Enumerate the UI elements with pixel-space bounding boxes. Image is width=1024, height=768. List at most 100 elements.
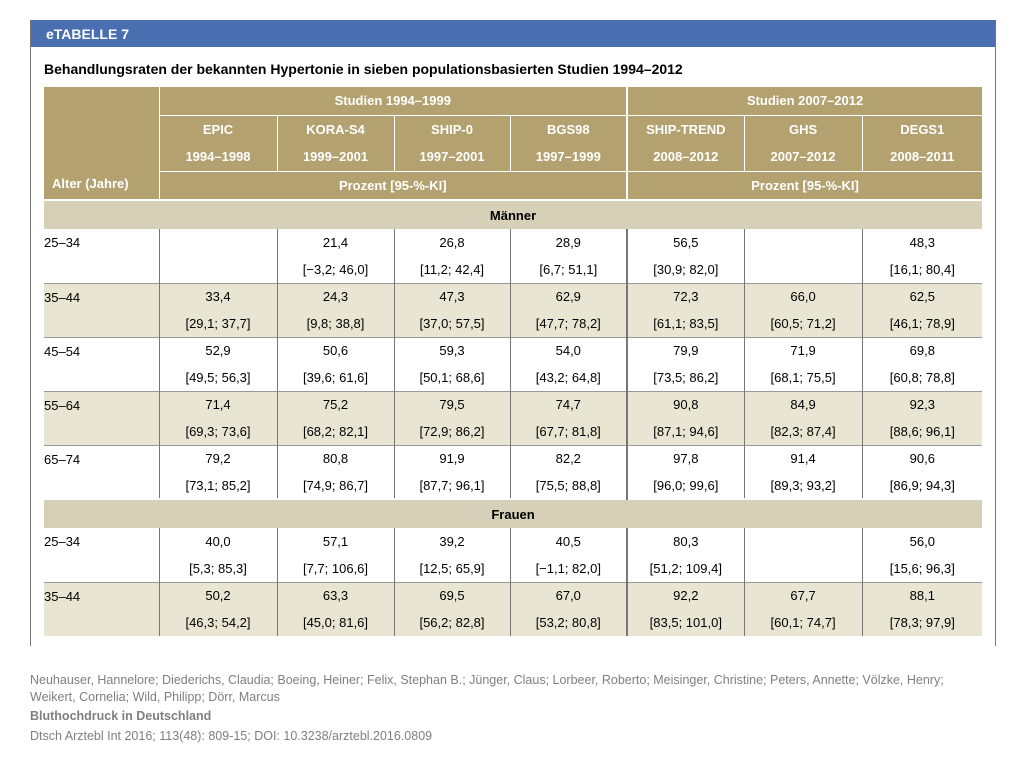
ci-cell: [29,1; 37,7] xyxy=(158,310,277,337)
ci-cell: [89,3; 93,2] xyxy=(743,472,863,499)
rate-cell: 50,2 xyxy=(158,581,277,609)
ci-cell: [73,1; 85,2] xyxy=(158,472,277,499)
study-name-header: DEGS1 xyxy=(861,114,983,143)
rate-cell: 80,8 xyxy=(276,444,394,472)
ci-cell: [11,2; 42,4] xyxy=(393,256,510,283)
rate-cell: 90,8 xyxy=(626,390,745,418)
rate-cell: 33,4 xyxy=(158,282,277,310)
ci-cell: [−3,2; 46,0] xyxy=(276,256,394,283)
study-name-row: EPIC KORA-S4 SHIP-0 BGS98 SHIP-TREND GHS DEGS1 xyxy=(44,114,983,143)
unit-header-2: Prozent [95-%-KI] xyxy=(626,170,983,200)
rate-cell: 28,9 xyxy=(509,229,628,256)
unit-header-1: Prozent [95-%-KI] xyxy=(158,170,628,200)
group-header-1994-1999: Studien 1994–1999 xyxy=(158,87,628,115)
rate-cell: 97,8 xyxy=(626,444,745,472)
ci-cell: [46,1; 78,9] xyxy=(861,310,983,337)
rate-cell: 54,0 xyxy=(509,336,628,364)
ci-cell: [88,6; 96,1] xyxy=(861,418,983,445)
rate-cell: 91,9 xyxy=(393,444,510,472)
age-group-cell: 35–44 xyxy=(44,581,159,636)
rate-cell: 72,3 xyxy=(626,282,745,310)
source-authors: Neuhauser, Hannelore; Diederichs, Claudi… xyxy=(30,673,944,704)
rate-cell: 26,8 xyxy=(393,229,510,256)
source-reference: Dtsch Arztebl Int 2016; 113(48): 809-15;… xyxy=(30,729,433,743)
rate-cell: 62,5 xyxy=(861,282,983,310)
age-group-cell: 55–64 xyxy=(44,390,159,445)
rate-cell: 84,9 xyxy=(743,390,863,418)
rate-cell: 69,5 xyxy=(393,581,510,609)
table-body: Männer 25–34 21,4 26,8 28,9 56,5 48,3 [−3,2; 46… xyxy=(44,199,983,636)
rate-cell: 50,6 xyxy=(276,336,394,364)
study-years-header: 1997–1999 xyxy=(509,143,628,171)
table-row-ci: [−3,2; 46,0] [11,2; 42,4] [6,7; 51,1] [30,9… xyxy=(44,256,983,283)
age-group-cell: 65–74 xyxy=(44,444,159,499)
rate-cell: 56,5 xyxy=(626,229,745,256)
rate-cell: 21,4 xyxy=(276,229,394,256)
table-title: Behandlungsraten der bekannten Hypertoni… xyxy=(44,61,683,77)
rate-cell: 74,7 xyxy=(509,390,628,418)
ci-cell: [69,3; 73,6] xyxy=(158,418,277,445)
group-header-2007-2012: Studien 2007–2012 xyxy=(626,87,983,115)
rate-cell: 24,3 xyxy=(276,282,394,310)
table-row-ci: [73,1; 85,2] [74,9; 86,7] [87,7; 96,1] [75,… xyxy=(44,472,983,499)
study-name-header: EPIC xyxy=(158,114,277,143)
study-years-header: 2007–2012 xyxy=(743,143,863,171)
rate-cell: 40,0 xyxy=(158,528,277,555)
study-name-header: SHIP-TREND xyxy=(626,114,745,143)
rate-cell: 90,6 xyxy=(861,444,983,472)
section-label: Frauen xyxy=(44,498,983,528)
rate-cell: 59,3 xyxy=(393,336,510,364)
section-row: Männer xyxy=(44,199,983,229)
ci-cell: [78,3; 97,9] xyxy=(861,609,983,636)
rate-cell: 92,3 xyxy=(861,390,983,418)
table-row: 25–34 40,0 57,1 39,2 40,5 80,3 56,0 xyxy=(44,528,983,582)
study-name-header: KORA-S4 xyxy=(276,114,394,143)
rate-cell: 75,2 xyxy=(276,390,394,418)
study-years-header: 1999–2001 xyxy=(276,143,394,171)
study-years-header: 2008–2012 xyxy=(626,143,745,171)
study-years-header: 1997–2001 xyxy=(393,143,510,171)
ci-cell: [82,3; 87,4] xyxy=(743,418,863,445)
rate-cell: 62,9 xyxy=(509,282,628,310)
age-column-header: Alter (Jahre) xyxy=(44,87,159,200)
rate-cell: 63,3 xyxy=(276,581,394,609)
ci-cell: [56,2; 82,8] xyxy=(393,609,510,636)
ci-cell: [96,0; 99,6] xyxy=(626,472,745,499)
rate-cell: 66,0 xyxy=(743,282,863,310)
ci-cell: [53,2; 80,8] xyxy=(509,609,628,636)
rate-cell: 82,2 xyxy=(509,444,628,472)
age-group-cell: 25–34 xyxy=(44,528,159,582)
rate-cell: 92,2 xyxy=(626,581,745,609)
rate-cell: 56,0 xyxy=(861,528,983,555)
rate-cell: 52,9 xyxy=(158,336,277,364)
ci-cell: [45,0; 81,6] xyxy=(276,609,394,636)
table-row: 65–74 79,2 80,8 91,9 82,2 97,8 91,4 90,6 xyxy=(44,444,983,499)
rate-cell: 39,2 xyxy=(393,528,510,555)
rate-cell: 79,5 xyxy=(393,390,510,418)
study-name-header: BGS98 xyxy=(509,114,628,143)
ci-cell: [73,5; 86,2] xyxy=(626,364,745,391)
ci-cell: [75,5; 88,8] xyxy=(509,472,628,499)
ci-cell: [6,7; 51,1] xyxy=(509,256,628,283)
rate-cell xyxy=(743,528,863,555)
source-article-title: Bluthochdruck in Deutschland xyxy=(30,709,212,723)
ci-cell: [51,2; 109,4] xyxy=(626,555,745,582)
ci-cell: [74,9; 86,7] xyxy=(276,472,394,499)
ci-cell: [86,9; 94,3] xyxy=(861,472,983,499)
ci-cell: [83,5; 101,0] xyxy=(626,609,745,636)
age-group-cell: 25–34 xyxy=(44,229,159,283)
source-citation: Neuhauser, Hannelore; Diederichs, Claudi… xyxy=(30,672,990,745)
ci-cell: [87,7; 96,1] xyxy=(393,472,510,499)
section-row: Frauen xyxy=(44,498,983,528)
ci-cell: [68,1; 75,5] xyxy=(743,364,863,391)
table-row: 55–64 71,4 75,2 79,5 74,7 90,8 84,9 92,3 xyxy=(44,390,983,445)
table-row: 45–54 52,9 50,6 59,3 54,0 79,9 71,9 69,8 xyxy=(44,336,983,391)
ci-cell: [37,0; 57,5] xyxy=(393,310,510,337)
ci-cell: [60,1; 74,7] xyxy=(743,609,863,636)
rate-cell xyxy=(158,229,277,256)
rate-cell: 47,3 xyxy=(393,282,510,310)
study-years-header: 1994–1998 xyxy=(158,143,277,171)
rate-cell: 80,3 xyxy=(626,528,745,555)
table-row: 25–34 21,4 26,8 28,9 56,5 48,3 xyxy=(44,229,983,283)
table-row: 35–44 50,2 63,3 69,5 67,0 92,2 67,7 88,1 xyxy=(44,581,983,636)
